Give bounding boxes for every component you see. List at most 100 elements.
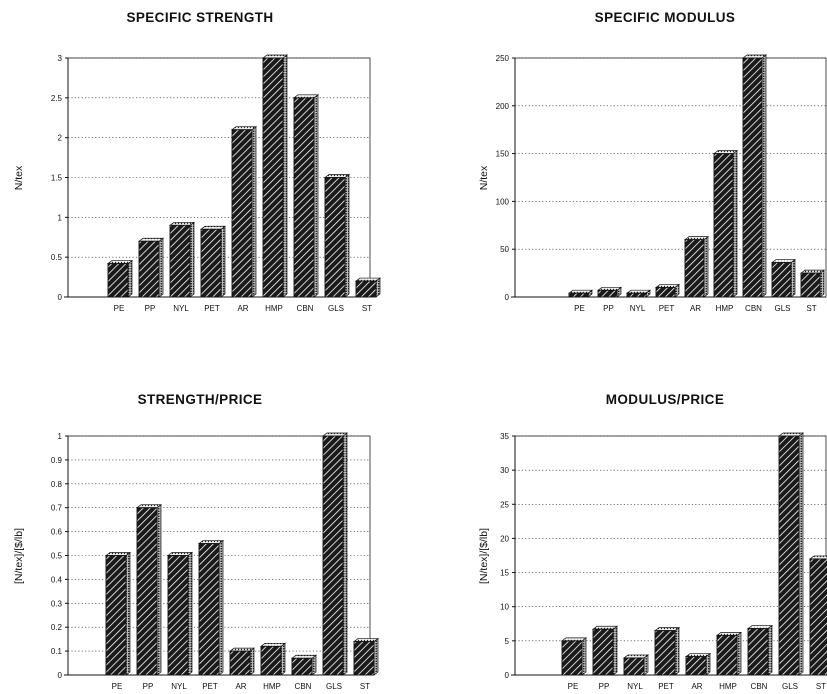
bar-ar [683, 235, 710, 298]
bar-side-face [674, 626, 680, 676]
bar-side-face [249, 647, 255, 676]
x-tick-label: NYL [627, 682, 643, 691]
chart-panel-4: MODULUS/PRICE [N/tex]/[$/lb] 0 5 10 15 20 25 30 3… [478, 392, 827, 691]
x-tick-label: NYL [630, 304, 646, 313]
y-tick-label: 0 [58, 671, 63, 680]
bar-top-face [591, 625, 619, 630]
bar-pet [653, 626, 681, 676]
bar-side-face [373, 637, 379, 676]
bar-pe [567, 289, 594, 298]
y-tick-label: 0.5 [51, 253, 63, 262]
bar-top-face [777, 432, 805, 437]
bar-front-face [568, 292, 589, 298]
x-tick-label: PP [145, 304, 156, 313]
bar-side-face [220, 225, 226, 298]
y-tick-label: 0 [58, 293, 63, 302]
bar-top-face [799, 269, 826, 274]
bar-pet [654, 283, 681, 298]
bar-cbn [292, 94, 320, 298]
bar-top-face [622, 654, 650, 659]
y-tick-label: 15 [500, 569, 509, 578]
bar-front-face [778, 435, 800, 676]
bar-front-face [626, 292, 647, 298]
bar-side-face [158, 237, 164, 298]
bar-front-face [747, 628, 769, 676]
x-tick-label: AR [235, 682, 246, 691]
x-tick-label: HMP [716, 304, 734, 313]
x-tick-label: ST [806, 304, 816, 313]
bar-top-face [166, 552, 194, 556]
bar-cbn [741, 54, 768, 298]
bar-cbn [746, 624, 774, 676]
bar-front-face [231, 129, 253, 298]
bar-top-face [684, 653, 712, 657]
bar-top-face [654, 284, 681, 288]
bar-nyl [166, 551, 194, 676]
x-tick-label: PP [143, 682, 154, 691]
y-tick-label: 50 [500, 245, 509, 254]
y-tick-label: 0.5 [51, 552, 63, 561]
bar-st [808, 555, 827, 676]
bar-nyl [622, 654, 650, 676]
bar-side-face [187, 551, 193, 676]
bar-pe [104, 551, 132, 676]
bar-hmp [259, 642, 287, 676]
x-tick-label: GLS [326, 682, 342, 691]
x-tick-label: HMP [265, 304, 283, 313]
x-tick-label: PE [114, 304, 125, 313]
bar-top-face [135, 504, 163, 509]
bar-front-face [260, 645, 282, 676]
chart-title: STRENGTH/PRICE [138, 392, 263, 407]
x-tick-label: ST [816, 682, 826, 691]
bar-front-face [262, 57, 284, 298]
y-tick-label: 0.1 [51, 647, 63, 656]
bar-front-face [592, 628, 614, 676]
x-tick-label: CBN [297, 304, 314, 313]
bar-top-face [354, 277, 382, 282]
bar-front-face [561, 640, 583, 676]
bar-front-face [136, 507, 158, 676]
bar-top-face [104, 552, 132, 556]
bar-top-face [653, 627, 681, 631]
bar-hmp [712, 149, 739, 298]
bar-side-face [732, 149, 738, 298]
bar-side-face [344, 173, 350, 298]
bar-pe [560, 637, 588, 676]
bar-front-face [353, 641, 375, 676]
x-tick-label: ST [362, 304, 372, 313]
bar-front-face [198, 543, 220, 676]
bar-pp [135, 504, 163, 676]
bar-top-face [259, 642, 287, 647]
bar-side-face [125, 551, 131, 676]
bar-hmp [261, 54, 289, 298]
bar-front-face [623, 657, 645, 676]
bar-side-face [612, 625, 618, 676]
bar-front-face [200, 228, 222, 298]
bar-side-face [767, 624, 773, 676]
y-axis-label: N/tex [478, 165, 490, 190]
bar-top-face [715, 632, 743, 636]
x-tick-label: ST [360, 682, 370, 691]
bar-front-face [355, 280, 377, 298]
y-tick-label: 150 [496, 150, 510, 159]
y-tick-label: 1 [58, 432, 63, 441]
y-tick-label: 2 [58, 134, 63, 143]
x-tick-label: CBN [745, 304, 762, 313]
bar-front-face [322, 435, 344, 676]
y-tick-label: 5 [505, 637, 510, 646]
bar-side-face [189, 221, 195, 298]
bar-front-face [716, 634, 738, 676]
y-tick-label: 10 [500, 603, 509, 612]
bar-pp [596, 286, 623, 298]
bar-side-face [156, 504, 162, 676]
y-tick-label: 30 [500, 466, 509, 475]
bar-front-face [229, 650, 251, 676]
bar-gls [323, 173, 351, 298]
bar-side-face [282, 54, 288, 298]
bar-side-face [342, 432, 348, 676]
chart-panel-3: STRENGTH/PRICE [N/tex]/[$/lb] 0 0.1 0.2 0.3 0.… [13, 392, 380, 691]
bar-side-face [643, 654, 649, 676]
bar-front-face [138, 240, 160, 298]
bar-top-face [230, 126, 258, 131]
y-tick-label: 0.4 [51, 575, 63, 584]
